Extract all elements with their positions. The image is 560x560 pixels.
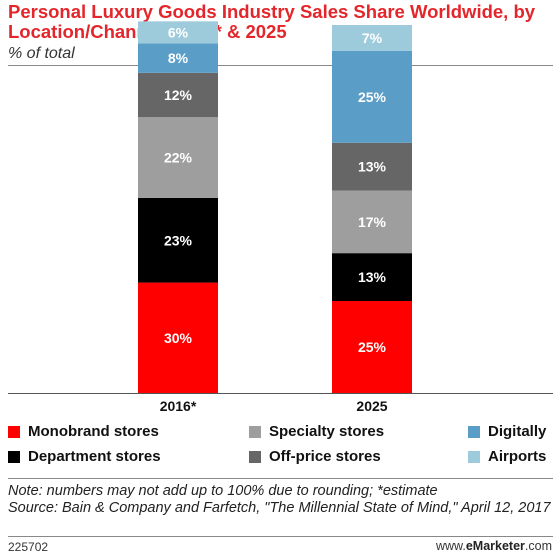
bar-segment bbox=[138, 117, 218, 198]
brand-name: eMarketer bbox=[465, 539, 525, 553]
brand-prefix: www. bbox=[435, 539, 466, 553]
chart-notes: Note: numbers may not add up to 100% due… bbox=[8, 483, 556, 517]
data-label: 8% bbox=[168, 50, 189, 66]
legend-label: Specialty stores bbox=[269, 423, 385, 440]
emarketer-link[interactable]: www.eMarketer.com bbox=[436, 539, 552, 553]
legend-label: Digitally bbox=[488, 423, 547, 440]
source-text: Source: Bain & Company and Farfetch, "Th… bbox=[8, 500, 551, 516]
top-divider bbox=[8, 65, 553, 66]
data-label: 12% bbox=[164, 87, 193, 103]
footer-divider bbox=[8, 536, 553, 537]
legend-label: Monobrand stores bbox=[28, 423, 159, 440]
bar-segment bbox=[138, 282, 218, 393]
data-label: 13% bbox=[358, 269, 387, 285]
data-label: 13% bbox=[358, 159, 387, 175]
data-label: 30% bbox=[164, 330, 193, 346]
data-label: 23% bbox=[164, 232, 193, 248]
legend-swatch bbox=[8, 425, 20, 438]
bar-segment bbox=[332, 25, 412, 51]
note-divider bbox=[8, 478, 553, 479]
x-tick-label: 2025 bbox=[356, 398, 387, 414]
bar-segment bbox=[138, 43, 218, 73]
legend-label: Department stores bbox=[28, 448, 161, 465]
legend-label: Airports bbox=[488, 448, 547, 465]
legend-swatch bbox=[468, 450, 480, 463]
data-label: 17% bbox=[358, 214, 387, 230]
chart-id: 225702 bbox=[8, 540, 49, 554]
bar-segment bbox=[332, 50, 412, 143]
bar-segment bbox=[332, 301, 412, 393]
legend-swatch bbox=[249, 425, 261, 438]
legend-label: Off-price stores bbox=[269, 448, 381, 465]
data-label: 22% bbox=[164, 149, 193, 165]
bar-segment bbox=[138, 197, 218, 283]
chart-subtitle: % of total bbox=[8, 45, 75, 62]
note-text: Note: numbers may not add up to 100% due… bbox=[8, 483, 438, 499]
legend-item-department: Department stores bbox=[8, 448, 161, 465]
bar-segment bbox=[332, 142, 412, 191]
x-tick-label: 2016* bbox=[160, 398, 197, 414]
stacked-bar-chart: 30% 23% 22% 12% 8% 6% 2016* 25% 13% 17% 13% 25% 7% 20… bbox=[8, 21, 553, 414]
legend-item-airports: Airports bbox=[468, 448, 546, 465]
legend-item-digitally: Digitally bbox=[468, 423, 546, 440]
legend-swatch bbox=[8, 450, 20, 463]
data-label: 25% bbox=[358, 89, 387, 105]
legend-item-offprice: Off-price stores bbox=[249, 448, 381, 465]
bar-segment bbox=[138, 72, 218, 117]
legend-item-specialty: Specialty stores bbox=[249, 423, 384, 440]
data-label: 6% bbox=[168, 24, 189, 40]
bar-segment bbox=[332, 253, 412, 301]
bar-segment bbox=[138, 21, 218, 44]
legend-swatch bbox=[249, 450, 261, 463]
data-label: 7% bbox=[362, 30, 383, 46]
legend-item-monobrand: Monobrand stores bbox=[8, 423, 159, 440]
brand-suffix: .com bbox=[524, 539, 552, 553]
bar-segment bbox=[332, 190, 412, 254]
data-label: 25% bbox=[358, 339, 387, 355]
legend-swatch bbox=[468, 425, 480, 438]
